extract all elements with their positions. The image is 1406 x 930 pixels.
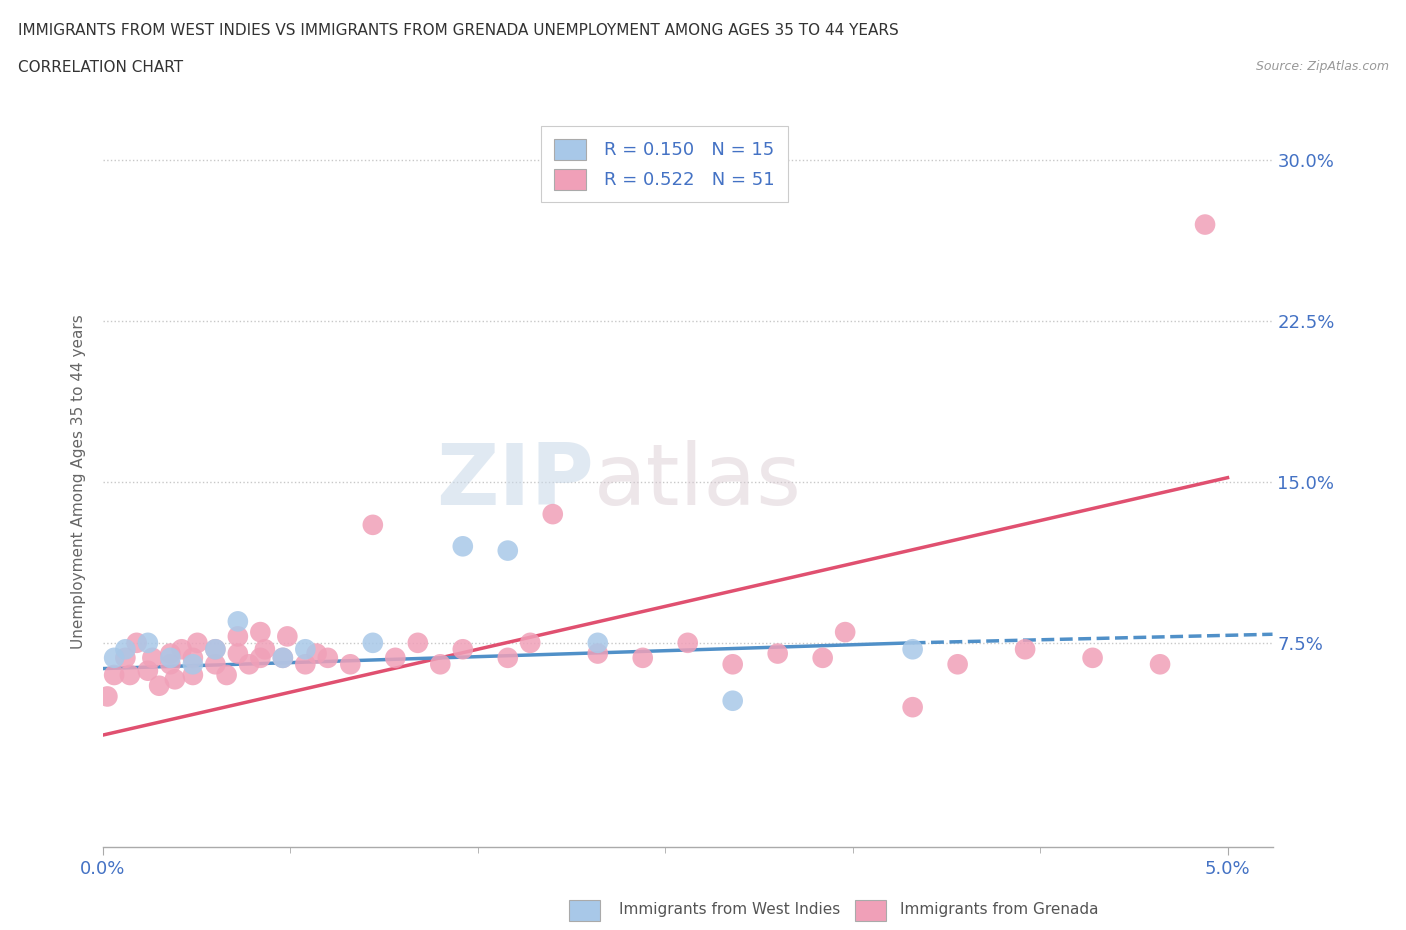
Point	[238, 657, 260, 671]
Point	[676, 635, 699, 650]
Point	[361, 635, 384, 650]
Point	[186, 635, 208, 650]
Point	[226, 646, 249, 661]
Legend: R = 0.150   N = 15, R = 0.522   N = 51: R = 0.150 N = 15, R = 0.522 N = 51	[541, 126, 787, 203]
Point	[294, 642, 316, 657]
Point	[103, 650, 125, 665]
Point	[721, 657, 744, 671]
Point	[114, 650, 136, 665]
Text: CORRELATION CHART: CORRELATION CHART	[18, 60, 183, 75]
Point	[118, 668, 141, 683]
Point	[305, 646, 328, 661]
Point	[406, 635, 429, 650]
Y-axis label: Unemployment Among Ages 35 to 44 years: Unemployment Among Ages 35 to 44 years	[72, 314, 86, 649]
Point	[429, 657, 451, 671]
Text: IMMIGRANTS FROM WEST INDIES VS IMMIGRANTS FROM GRENADA UNEMPLOYMENT AMONG AGES 3: IMMIGRANTS FROM WEST INDIES VS IMMIGRANT…	[18, 23, 898, 38]
Point	[384, 650, 406, 665]
Point	[1014, 642, 1036, 657]
Point	[226, 614, 249, 629]
Point	[136, 635, 159, 650]
Point	[103, 668, 125, 683]
Point	[496, 543, 519, 558]
Point	[249, 650, 271, 665]
Point	[163, 671, 186, 686]
Point	[125, 635, 148, 650]
Point	[204, 642, 226, 657]
Point	[451, 642, 474, 657]
Point	[294, 657, 316, 671]
Point	[766, 646, 789, 661]
Text: Immigrants from Grenada: Immigrants from Grenada	[900, 902, 1098, 917]
Point	[811, 650, 834, 665]
Point	[159, 646, 181, 661]
Point	[271, 650, 294, 665]
Point	[170, 642, 193, 657]
Point	[271, 650, 294, 665]
Point	[159, 657, 181, 671]
Point	[204, 642, 226, 657]
Point	[541, 507, 564, 522]
Point	[136, 663, 159, 678]
Point	[834, 625, 856, 640]
Point	[316, 650, 339, 665]
Point	[249, 625, 271, 640]
Point	[496, 650, 519, 665]
Point	[276, 629, 298, 644]
Point	[1149, 657, 1171, 671]
Text: ZIP: ZIP	[436, 441, 595, 524]
Point	[141, 650, 163, 665]
Point	[159, 650, 181, 665]
Point	[631, 650, 654, 665]
Point	[721, 693, 744, 708]
Point	[204, 657, 226, 671]
Text: atlas: atlas	[595, 441, 803, 524]
Point	[1081, 650, 1104, 665]
Point	[586, 635, 609, 650]
Point	[586, 646, 609, 661]
Point	[361, 517, 384, 532]
Point	[96, 689, 118, 704]
Point	[253, 642, 276, 657]
Point	[519, 635, 541, 650]
Point	[181, 668, 204, 683]
Point	[148, 678, 170, 693]
Point	[114, 642, 136, 657]
Point	[451, 538, 474, 553]
Point	[901, 642, 924, 657]
Point	[181, 657, 204, 671]
Point	[339, 657, 361, 671]
Point	[215, 668, 238, 683]
Point	[226, 629, 249, 644]
Text: Immigrants from West Indies: Immigrants from West Indies	[619, 902, 839, 917]
Point	[181, 650, 204, 665]
Point	[901, 699, 924, 714]
Point	[1194, 217, 1216, 232]
Text: Source: ZipAtlas.com: Source: ZipAtlas.com	[1256, 60, 1389, 73]
Point	[946, 657, 969, 671]
